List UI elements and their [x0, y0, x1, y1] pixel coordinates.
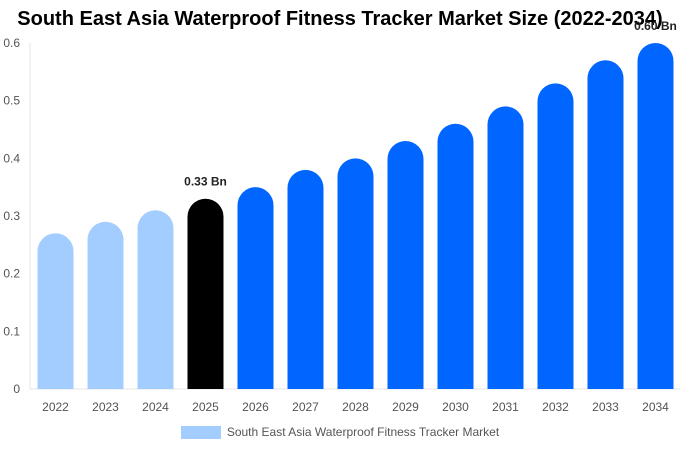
- x-tick-label: 2029: [392, 400, 419, 414]
- bar-2024: [137, 210, 174, 389]
- y-tick-label: 0.1: [3, 324, 20, 338]
- y-tick-label: 0: [13, 382, 20, 396]
- x-tick-label: 2026: [242, 400, 269, 414]
- x-tick-label: 2032: [542, 400, 569, 414]
- data-labels: 0.33 Bn 0.60 Bn: [184, 19, 677, 189]
- bar-2022: [37, 233, 74, 389]
- bar-2033: [587, 60, 624, 389]
- x-axis-ticks: 2022 2023 2024 2025 2026 2027 2028 2029 2030 2031…: [42, 400, 669, 414]
- y-tick-label: 0.3: [3, 209, 20, 223]
- y-tick-label: 0.6: [3, 36, 20, 50]
- bar-2027: [287, 169, 324, 389]
- x-tick-label: 2027: [292, 400, 319, 414]
- x-tick-label: 2033: [592, 400, 619, 414]
- x-tick-label: 2030: [442, 400, 469, 414]
- y-axis-ticks: 0 0.1 0.2 0.3 0.4 0.5 0.6: [3, 36, 20, 396]
- x-tick-label: 2024: [142, 400, 169, 414]
- legend: South East Asia Waterproof Fitness Track…: [0, 425, 680, 439]
- bar-2030: [437, 123, 474, 389]
- x-tick-label: 2023: [92, 400, 119, 414]
- bar-2032: [537, 83, 574, 389]
- x-tick-label: 2031: [492, 400, 519, 414]
- bar-2029: [387, 141, 424, 389]
- chart-title: South East Asia Waterproof Fitness Track…: [17, 8, 663, 30]
- bar-2025: [187, 198, 224, 389]
- bar-2026: [237, 187, 274, 389]
- legend-label: South East Asia Waterproof Fitness Track…: [226, 425, 500, 439]
- y-tick-label: 0.4: [3, 151, 20, 165]
- data-label: 0.33 Bn: [184, 175, 227, 189]
- bar-2028: [337, 158, 374, 389]
- bars: [37, 43, 674, 389]
- bar-2031: [487, 106, 524, 389]
- x-tick-label: 2028: [342, 400, 369, 414]
- x-tick-label: 2034: [642, 400, 669, 414]
- x-tick-label: 2022: [42, 400, 69, 414]
- x-tick-label: 2025: [192, 400, 219, 414]
- y-tick-label: 0.2: [3, 267, 20, 281]
- bar-2034: [637, 43, 674, 389]
- bar-2023: [87, 221, 124, 389]
- y-tick-label: 0.5: [3, 94, 20, 108]
- legend-swatch: [180, 425, 221, 439]
- data-label: 0.60 Bn: [634, 19, 677, 33]
